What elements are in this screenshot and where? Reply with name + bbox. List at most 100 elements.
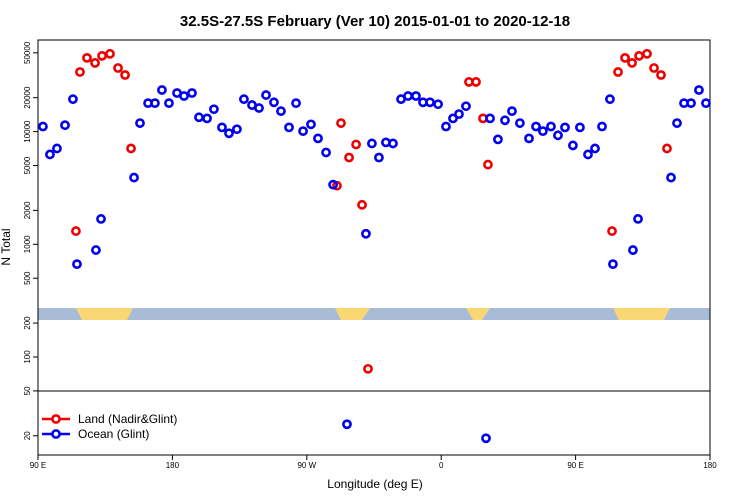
point: [97, 50, 107, 61]
point: [126, 143, 136, 154]
point: [224, 128, 234, 139]
point: [514, 118, 525, 128]
point: [546, 121, 556, 132]
point: [209, 104, 219, 115]
point: [701, 98, 711, 109]
point: [500, 115, 510, 126]
point: [686, 98, 696, 109]
point: [481, 433, 491, 444]
point: [217, 122, 227, 133]
point: [425, 97, 435, 108]
point: [157, 85, 167, 95]
point: [72, 259, 82, 270]
chart-title: 32.5S-27.5S February (Ver 10) 2015-01-01…: [180, 13, 570, 30]
y-tick-label: 20000: [23, 86, 32, 109]
y-tick-label: 100: [23, 350, 32, 364]
point: [448, 113, 458, 124]
point: [507, 106, 517, 117]
point: [202, 113, 212, 124]
x-tick-label: 180: [703, 461, 717, 470]
point: [590, 143, 600, 154]
x-tick-label: 90 W: [297, 461, 316, 470]
point: [666, 172, 676, 183]
point: [620, 52, 630, 63]
point: [232, 124, 242, 135]
point: [634, 50, 644, 61]
x-tick-label: 0: [439, 461, 444, 470]
y-tick-label: 5000: [23, 156, 32, 174]
y-tick-label: 50: [23, 386, 32, 395]
point: [135, 118, 145, 128]
point: [254, 103, 264, 113]
point: [313, 133, 323, 144]
point: [129, 172, 139, 183]
point: [374, 152, 384, 163]
legend-label: Land (Nadir&Glint): [78, 412, 177, 426]
point: [433, 99, 443, 110]
point: [363, 363, 373, 374]
point: [291, 98, 301, 109]
legend: Land (Nadir&Glint)Ocean (Glint): [42, 412, 177, 441]
plot-frame: [37, 39, 711, 456]
point: [321, 147, 331, 158]
point: [38, 121, 48, 132]
point: [113, 63, 123, 73]
ocean-band: [38, 308, 710, 320]
x-axis-label: Longitude (deg E): [327, 477, 422, 491]
point: [583, 149, 593, 160]
point: [493, 134, 503, 145]
point: [662, 143, 672, 154]
point: [306, 119, 316, 130]
x-tick-label: 180: [166, 461, 180, 470]
point: [336, 118, 346, 128]
point: [96, 214, 106, 224]
point: [575, 122, 585, 133]
land-shape: [466, 308, 490, 320]
point: [537, 126, 548, 137]
point: [357, 199, 367, 210]
point: [361, 228, 371, 239]
land-shape: [76, 308, 133, 320]
point: [342, 419, 352, 430]
point: [560, 122, 570, 133]
point: [694, 85, 704, 95]
point: [649, 63, 659, 73]
point: [90, 58, 100, 68]
point: [105, 48, 115, 59]
point: [656, 70, 666, 80]
point: [403, 91, 413, 101]
x-tick-label: 90 E: [30, 461, 46, 470]
point: [75, 67, 85, 77]
point: [276, 106, 286, 117]
point: [194, 112, 204, 123]
legend-marker: [51, 414, 61, 424]
point: [71, 226, 81, 236]
point: [642, 48, 652, 59]
point: [483, 159, 493, 170]
map-strip: [38, 308, 710, 320]
point: [150, 98, 160, 109]
point: [60, 120, 70, 131]
point: [568, 140, 578, 151]
point: [454, 109, 464, 120]
point: [411, 91, 421, 101]
point: [284, 122, 294, 133]
point: [351, 139, 361, 150]
point: [672, 118, 682, 128]
point: [605, 94, 615, 105]
point: [68, 94, 78, 105]
point: [553, 130, 563, 141]
point: [367, 138, 377, 149]
point: [388, 138, 398, 149]
point: [485, 113, 495, 124]
point: [269, 97, 279, 108]
y-tick-label: 20: [23, 431, 32, 440]
point: [82, 52, 92, 63]
y-tick-label: 2000: [23, 201, 32, 219]
point: [298, 126, 308, 137]
point: [633, 214, 643, 224]
y-tick-label: 1000: [23, 235, 32, 253]
x-tick-label: 90 E: [567, 461, 583, 470]
